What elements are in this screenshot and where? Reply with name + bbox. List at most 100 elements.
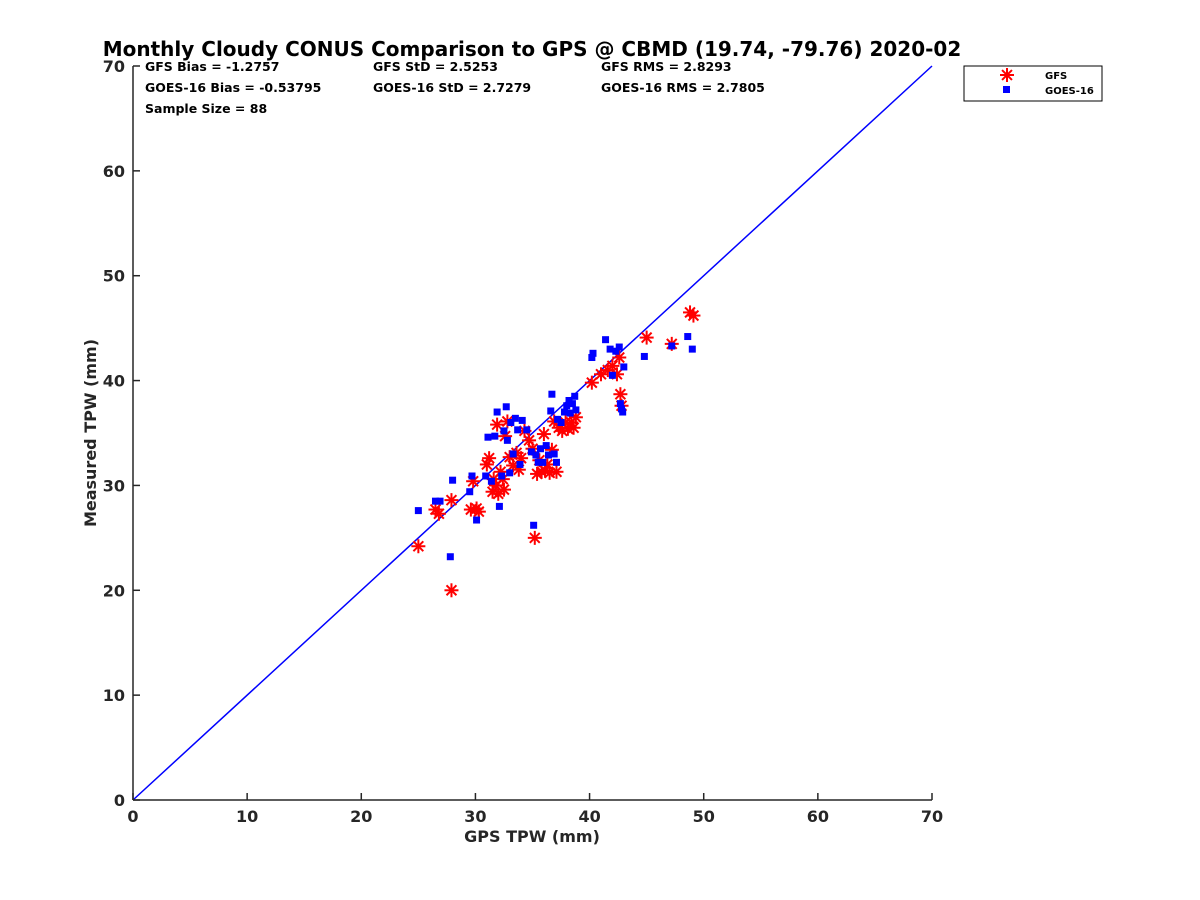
goes16-point (544, 451, 552, 459)
y-tick-label: 40 (103, 372, 125, 391)
goes16-point (588, 354, 596, 362)
goes16-point (449, 476, 457, 484)
x-tick-label: 70 (921, 807, 943, 826)
asterisk-stroke (412, 540, 425, 552)
goes16-point (509, 450, 517, 458)
statistics-annotations: GFS Bias = -1.2757 GFS StD = 2.5253 GFS … (145, 59, 765, 116)
asterisk-stroke (613, 351, 625, 364)
goes16-point (493, 408, 501, 416)
goes16-point (534, 458, 542, 466)
goes16-point (518, 416, 526, 424)
asterisk-stroke (499, 430, 511, 442)
x-axis-label: GPS TPW (mm) (464, 827, 600, 846)
goes16-point (688, 345, 696, 353)
goes16-point (484, 433, 492, 441)
goes16-point (612, 347, 620, 355)
stat-sample-size: Sample Size = 88 (145, 101, 267, 116)
goes16-point (530, 521, 538, 529)
goes16-point (602, 336, 610, 344)
goes16-point (563, 402, 571, 410)
legend-gfs-asterisk (1000, 68, 1014, 82)
legend-goes16-label: GOES-16 (1045, 86, 1094, 97)
plot-area (132, 65, 933, 801)
asterisk-stroke (433, 508, 445, 520)
y-tick-label: 30 (103, 476, 125, 495)
series-goes16 (414, 333, 696, 561)
stat-goes16-bias: GOES-16 Bias = -0.53795 (145, 80, 321, 95)
asterisk-stroke (523, 434, 535, 446)
legend-box (963, 65, 1103, 102)
asterisk-stroke (550, 466, 563, 478)
asterisk-stroke (586, 377, 598, 389)
y-axis-ticks: 0 10 20 30 40 50 60 70 (103, 57, 140, 810)
asterisk-stroke (483, 452, 495, 464)
goes16-point (557, 419, 565, 427)
goes16-point (550, 450, 558, 458)
goes16-point (516, 460, 524, 468)
goes16-point (536, 445, 544, 453)
goes16-point (547, 407, 555, 415)
gfs-point (496, 482, 511, 497)
x-tick-label: 0 (127, 807, 138, 826)
goes16-point (619, 408, 627, 416)
goes16-point (640, 352, 648, 360)
asterisk-stroke (445, 494, 458, 506)
goes16-point (466, 488, 474, 496)
goes16-point (532, 451, 540, 459)
goes16-point (436, 497, 444, 505)
chart-title: Monthly Cloudy CONUS Comparison to GPS @… (103, 37, 962, 61)
goes16-point (560, 408, 568, 416)
y-tick-label: 20 (103, 581, 125, 600)
goes16-point (539, 458, 547, 466)
goes16-point (503, 436, 511, 444)
y-tick-label: 0 (114, 791, 125, 810)
goes16-point (589, 349, 597, 357)
goes16-point (500, 427, 508, 435)
gfs-point (536, 427, 551, 442)
goes16-point (552, 458, 560, 466)
x-tick-label: 50 (693, 807, 715, 826)
x-tick-label: 30 (464, 807, 486, 826)
x-tick-label: 40 (578, 807, 600, 826)
goes16-point (414, 507, 422, 515)
stat-goes16-std: GOES-16 StD = 2.7279 (373, 80, 531, 95)
stat-gfs-std: GFS StD = 2.5253 (373, 59, 498, 74)
x-tick-label: 10 (236, 807, 258, 826)
x-tick-label: 60 (807, 807, 829, 826)
asterisk-stroke (494, 466, 507, 478)
goes16-point (571, 392, 579, 400)
gfs-point (471, 504, 486, 519)
goes16-point (668, 342, 676, 350)
stat-gfs-rms: GFS RMS = 2.8293 (601, 59, 732, 74)
goes16-point (606, 345, 614, 353)
goes16-point (473, 516, 481, 524)
asterisk-stroke (539, 465, 551, 477)
legend: GFS GOES-16 (963, 65, 1103, 102)
goes16-point (511, 414, 519, 422)
asterisk-stroke (687, 309, 700, 322)
gfs-point (686, 308, 701, 323)
goes16-point (446, 553, 454, 561)
goes16-point (487, 477, 495, 485)
legend-goes16-marker (1003, 86, 1010, 93)
x-axis-ticks: 0 10 20 30 40 50 60 70 (127, 793, 943, 826)
goes16-point (566, 409, 574, 417)
goes16-point (495, 502, 503, 510)
goes16-point (527, 448, 535, 456)
gfs-point (527, 530, 542, 545)
legend-gfs-marker (1000, 68, 1014, 82)
stat-gfs-bias: GFS Bias = -1.2757 (145, 59, 279, 74)
gfs-point (411, 539, 426, 554)
asterisk-stroke (473, 505, 485, 518)
y-tick-label: 50 (103, 267, 125, 286)
asterisk-stroke (481, 458, 493, 471)
goes16-point (491, 432, 499, 440)
gfs-point (639, 330, 654, 345)
goes16-point (568, 400, 576, 408)
gfs-point (444, 493, 459, 508)
legend-gfs-label: GFS (1045, 71, 1067, 82)
gfs-point (605, 358, 620, 373)
y-tick-label: 70 (103, 57, 125, 76)
goes16-point (502, 403, 510, 411)
